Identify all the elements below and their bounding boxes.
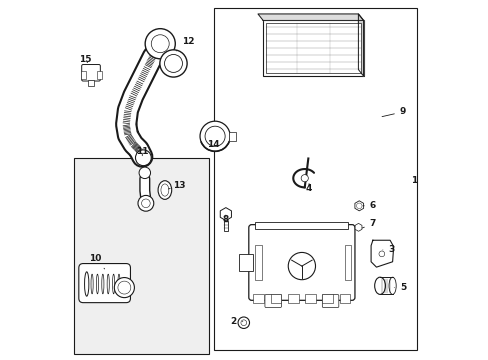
- Bar: [379, 277, 392, 294]
- Bar: [214, 8, 416, 350]
- FancyBboxPatch shape: [81, 64, 100, 81]
- Ellipse shape: [84, 272, 89, 296]
- Text: 2: 2: [230, 317, 243, 326]
- Ellipse shape: [158, 181, 171, 199]
- Circle shape: [142, 199, 150, 208]
- Ellipse shape: [96, 274, 99, 294]
- Circle shape: [151, 35, 169, 53]
- Bar: [270, 294, 281, 303]
- Bar: [253, 294, 264, 303]
- FancyBboxPatch shape: [79, 264, 130, 303]
- FancyBboxPatch shape: [322, 294, 338, 307]
- Text: 12: 12: [176, 37, 194, 51]
- Bar: [97, 71, 102, 78]
- Text: 8: 8: [222, 215, 228, 224]
- Circle shape: [204, 126, 224, 146]
- Bar: [305, 294, 315, 303]
- Polygon shape: [258, 14, 363, 21]
- Text: 6: 6: [362, 201, 375, 210]
- Text: 11: 11: [136, 147, 148, 156]
- Circle shape: [135, 150, 151, 166]
- Text: 9: 9: [381, 107, 406, 117]
- Polygon shape: [358, 14, 363, 76]
- Ellipse shape: [374, 277, 385, 294]
- Bar: [287, 294, 298, 303]
- Text: 13: 13: [168, 181, 185, 190]
- Text: 7: 7: [362, 219, 375, 228]
- Text: 4: 4: [305, 184, 312, 193]
- Text: 10: 10: [89, 255, 104, 269]
- Circle shape: [160, 50, 187, 77]
- Text: 5: 5: [393, 283, 406, 292]
- Bar: [74, 158, 208, 354]
- Ellipse shape: [91, 274, 93, 294]
- Circle shape: [164, 54, 182, 72]
- Bar: [228, 132, 235, 140]
- Circle shape: [301, 175, 308, 182]
- Circle shape: [200, 121, 230, 151]
- Bar: [265, 23, 360, 73]
- Text: 1: 1: [410, 176, 416, 185]
- Ellipse shape: [118, 274, 120, 294]
- Circle shape: [138, 195, 153, 211]
- Text: 3: 3: [382, 246, 394, 255]
- Text: 15: 15: [79, 55, 91, 64]
- Bar: [239, 253, 253, 271]
- Bar: [255, 222, 348, 229]
- Ellipse shape: [112, 274, 115, 294]
- Circle shape: [287, 252, 315, 280]
- Bar: [88, 80, 94, 86]
- Ellipse shape: [102, 274, 104, 294]
- Circle shape: [378, 251, 384, 257]
- Polygon shape: [370, 240, 393, 267]
- Circle shape: [145, 29, 175, 59]
- Ellipse shape: [388, 277, 395, 294]
- Circle shape: [241, 320, 246, 325]
- Circle shape: [356, 203, 361, 208]
- Circle shape: [118, 281, 131, 294]
- Text: 14: 14: [207, 140, 220, 149]
- Circle shape: [238, 317, 249, 328]
- Circle shape: [139, 167, 150, 179]
- Ellipse shape: [161, 184, 168, 196]
- Bar: [81, 71, 86, 78]
- Bar: [255, 244, 261, 280]
- Ellipse shape: [107, 274, 109, 294]
- FancyBboxPatch shape: [248, 225, 354, 300]
- Bar: [223, 221, 227, 230]
- Bar: [263, 21, 363, 76]
- Circle shape: [114, 278, 134, 298]
- Bar: [322, 294, 332, 303]
- Bar: [339, 294, 349, 303]
- Bar: [344, 244, 351, 280]
- FancyBboxPatch shape: [264, 294, 281, 307]
